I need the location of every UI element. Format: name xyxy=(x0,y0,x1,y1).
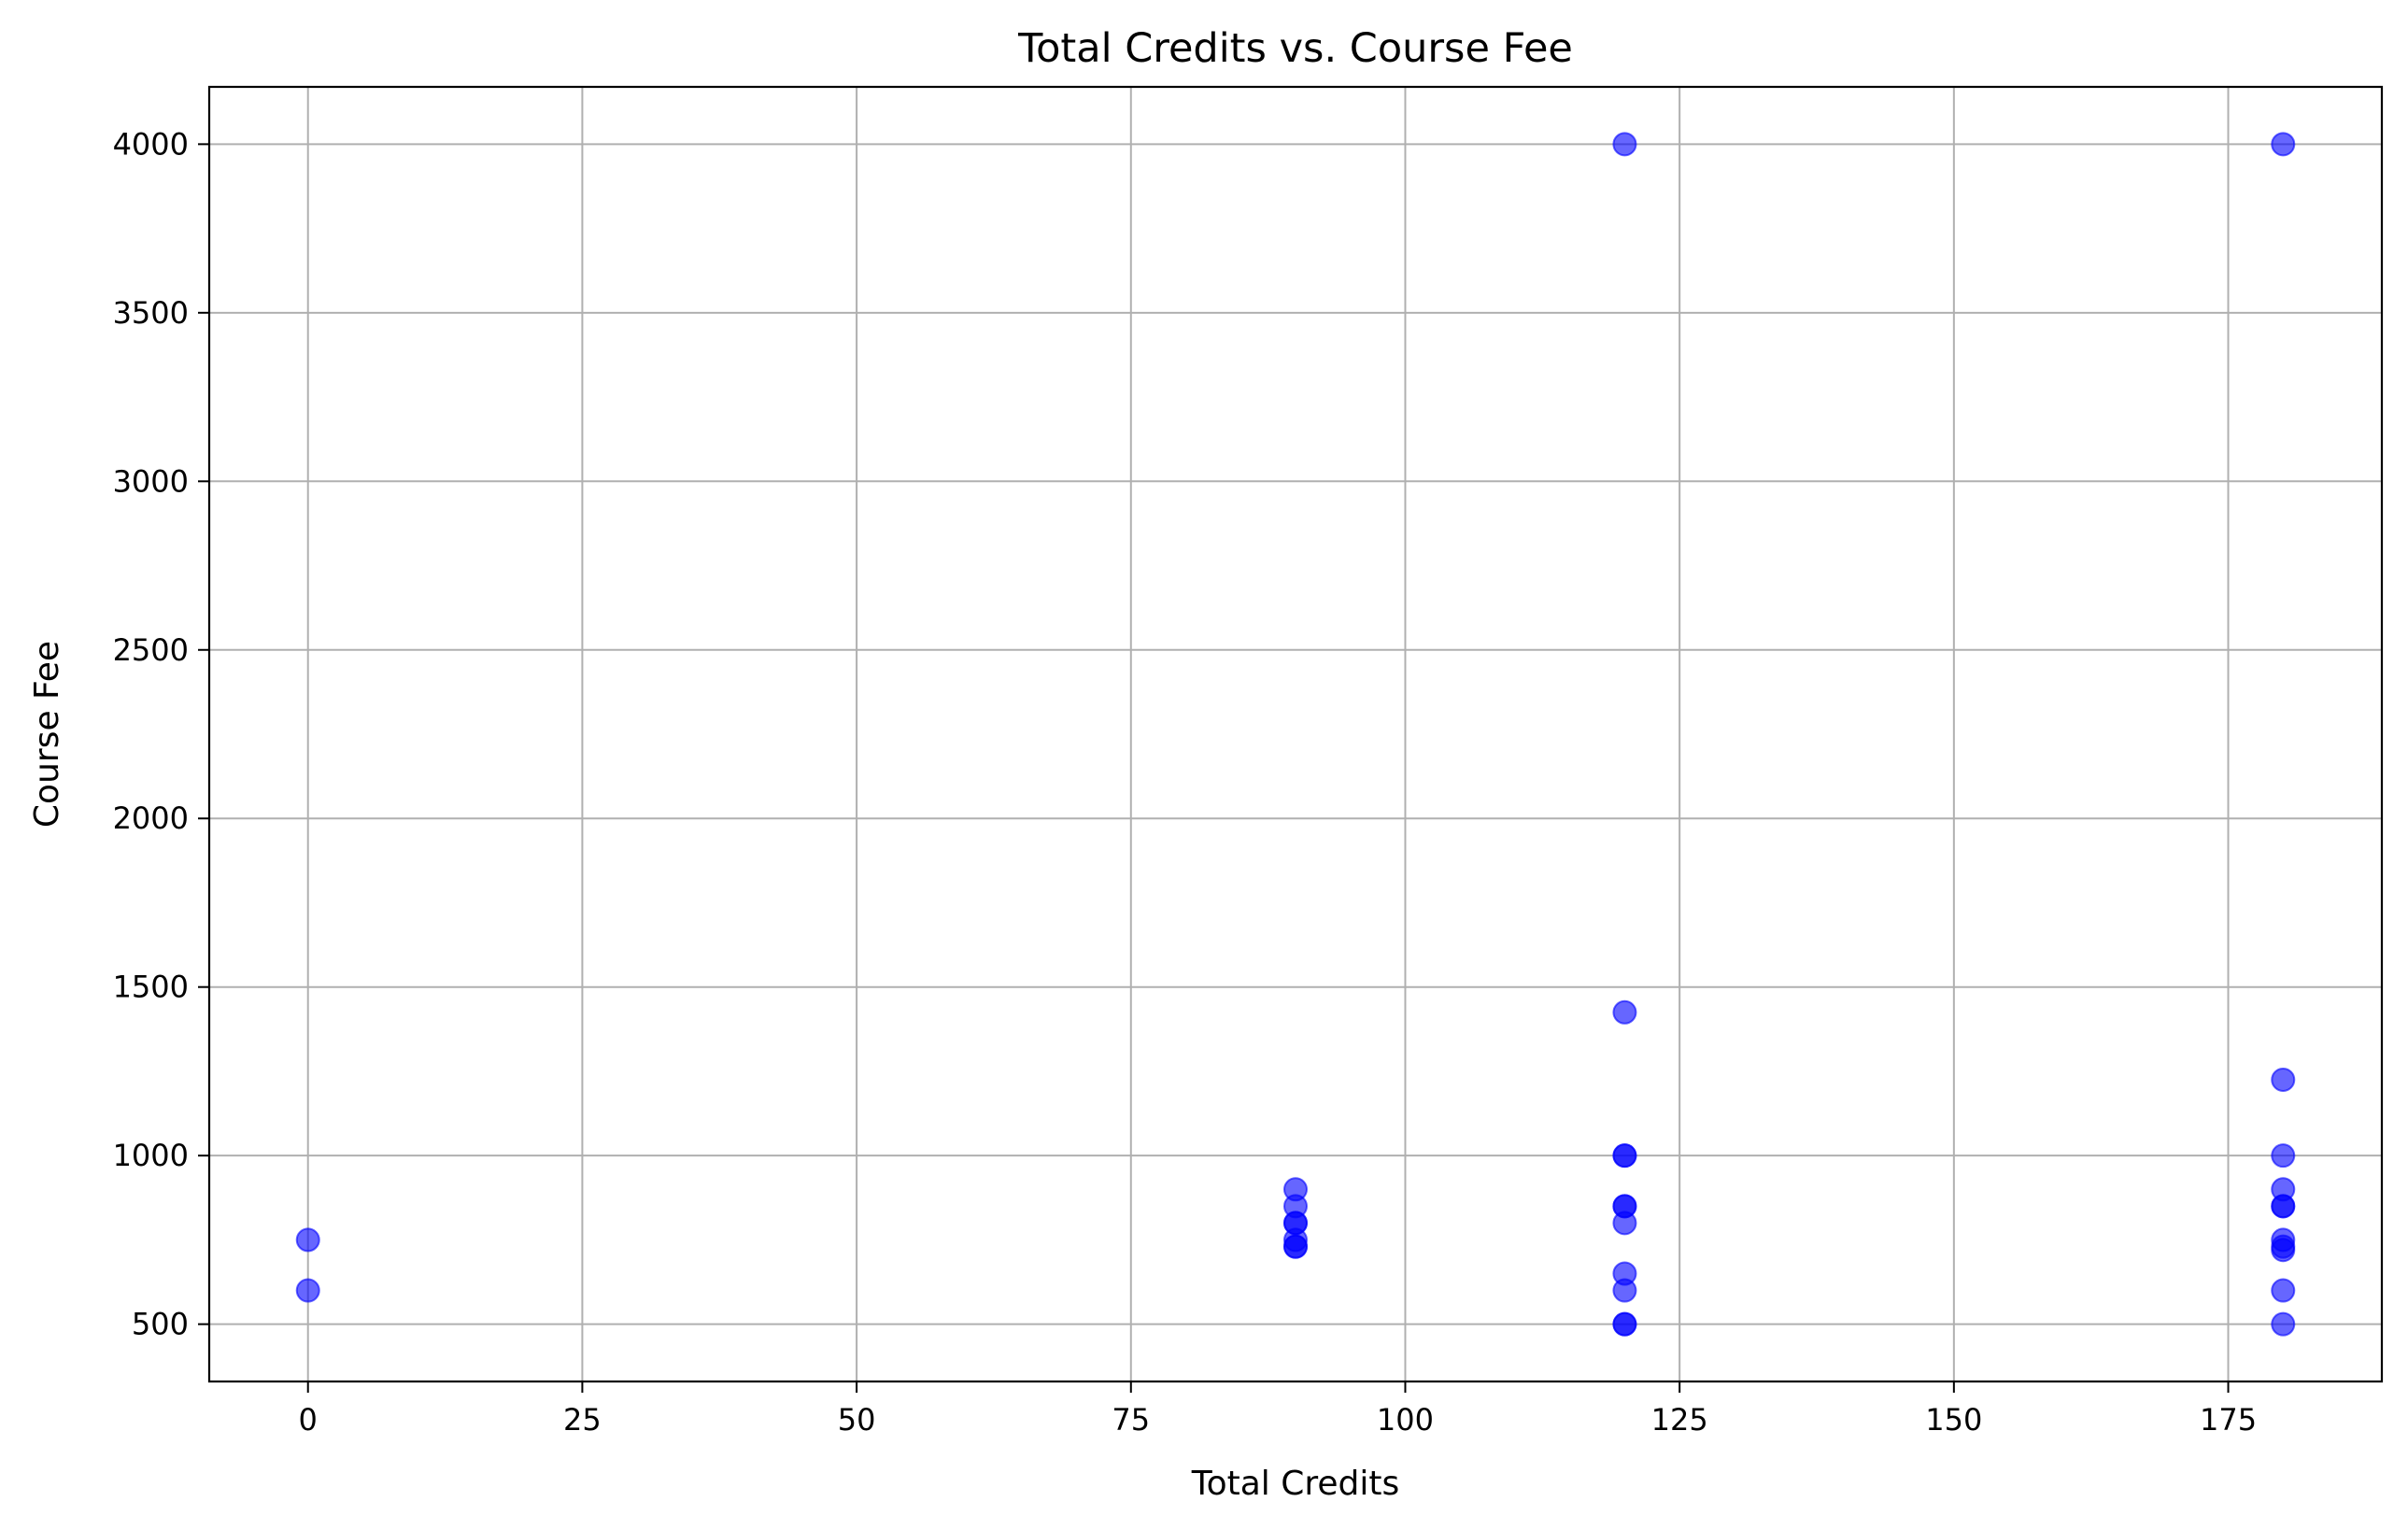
data-point xyxy=(1612,1143,1637,1169)
x-axis-label: Total Credits xyxy=(1191,1465,1400,1503)
data-point xyxy=(1612,132,1637,157)
data-point xyxy=(1612,1211,1637,1236)
data-point xyxy=(2271,1311,2296,1337)
x-tick-label: 150 xyxy=(1925,1402,1982,1438)
data-point xyxy=(2271,132,2296,157)
x-tick-label: 25 xyxy=(563,1402,602,1438)
y-tick-label: 2500 xyxy=(113,632,189,668)
data-point xyxy=(295,1227,320,1253)
data-point xyxy=(2271,1238,2296,1263)
data-point xyxy=(295,1278,320,1303)
x-axis-ticks: 0 25 50 75 100 125 150 175 xyxy=(299,1381,2257,1438)
y-tick-label: 1000 xyxy=(113,1138,189,1173)
y-axis-ticks: 500 1000 1500 2000 2500 3000 3500 4000 xyxy=(113,126,209,1342)
data-points xyxy=(295,132,2296,1337)
y-tick-label: 1500 xyxy=(113,970,189,1005)
x-tick-label: 125 xyxy=(1651,1402,1708,1438)
data-point xyxy=(1283,1234,1308,1259)
x-tick-label: 0 xyxy=(299,1402,318,1438)
x-tick-label: 100 xyxy=(1377,1402,1434,1438)
data-point xyxy=(2271,1067,2296,1092)
data-point xyxy=(2271,1143,2296,1169)
data-point xyxy=(1612,1311,1637,1337)
y-axis-label: Course Fee xyxy=(28,641,66,828)
y-tick-label: 2000 xyxy=(113,800,189,836)
plot-frame xyxy=(207,85,2384,1383)
x-tick-label: 50 xyxy=(838,1402,876,1438)
data-point xyxy=(2271,1194,2296,1219)
grid xyxy=(209,87,2382,1381)
y-tick-label: 4000 xyxy=(113,126,189,162)
y-tick-label: 500 xyxy=(132,1307,189,1342)
y-tick-label: 3000 xyxy=(113,463,189,499)
x-tick-label: 175 xyxy=(2200,1402,2257,1438)
chart-title: Total Credits vs. Course Fee xyxy=(1017,25,1573,72)
x-tick-label: 75 xyxy=(1112,1402,1150,1438)
data-point xyxy=(1612,1278,1637,1303)
data-point xyxy=(1612,999,1637,1025)
data-point xyxy=(2271,1278,2296,1303)
y-tick-label: 3500 xyxy=(113,295,189,331)
